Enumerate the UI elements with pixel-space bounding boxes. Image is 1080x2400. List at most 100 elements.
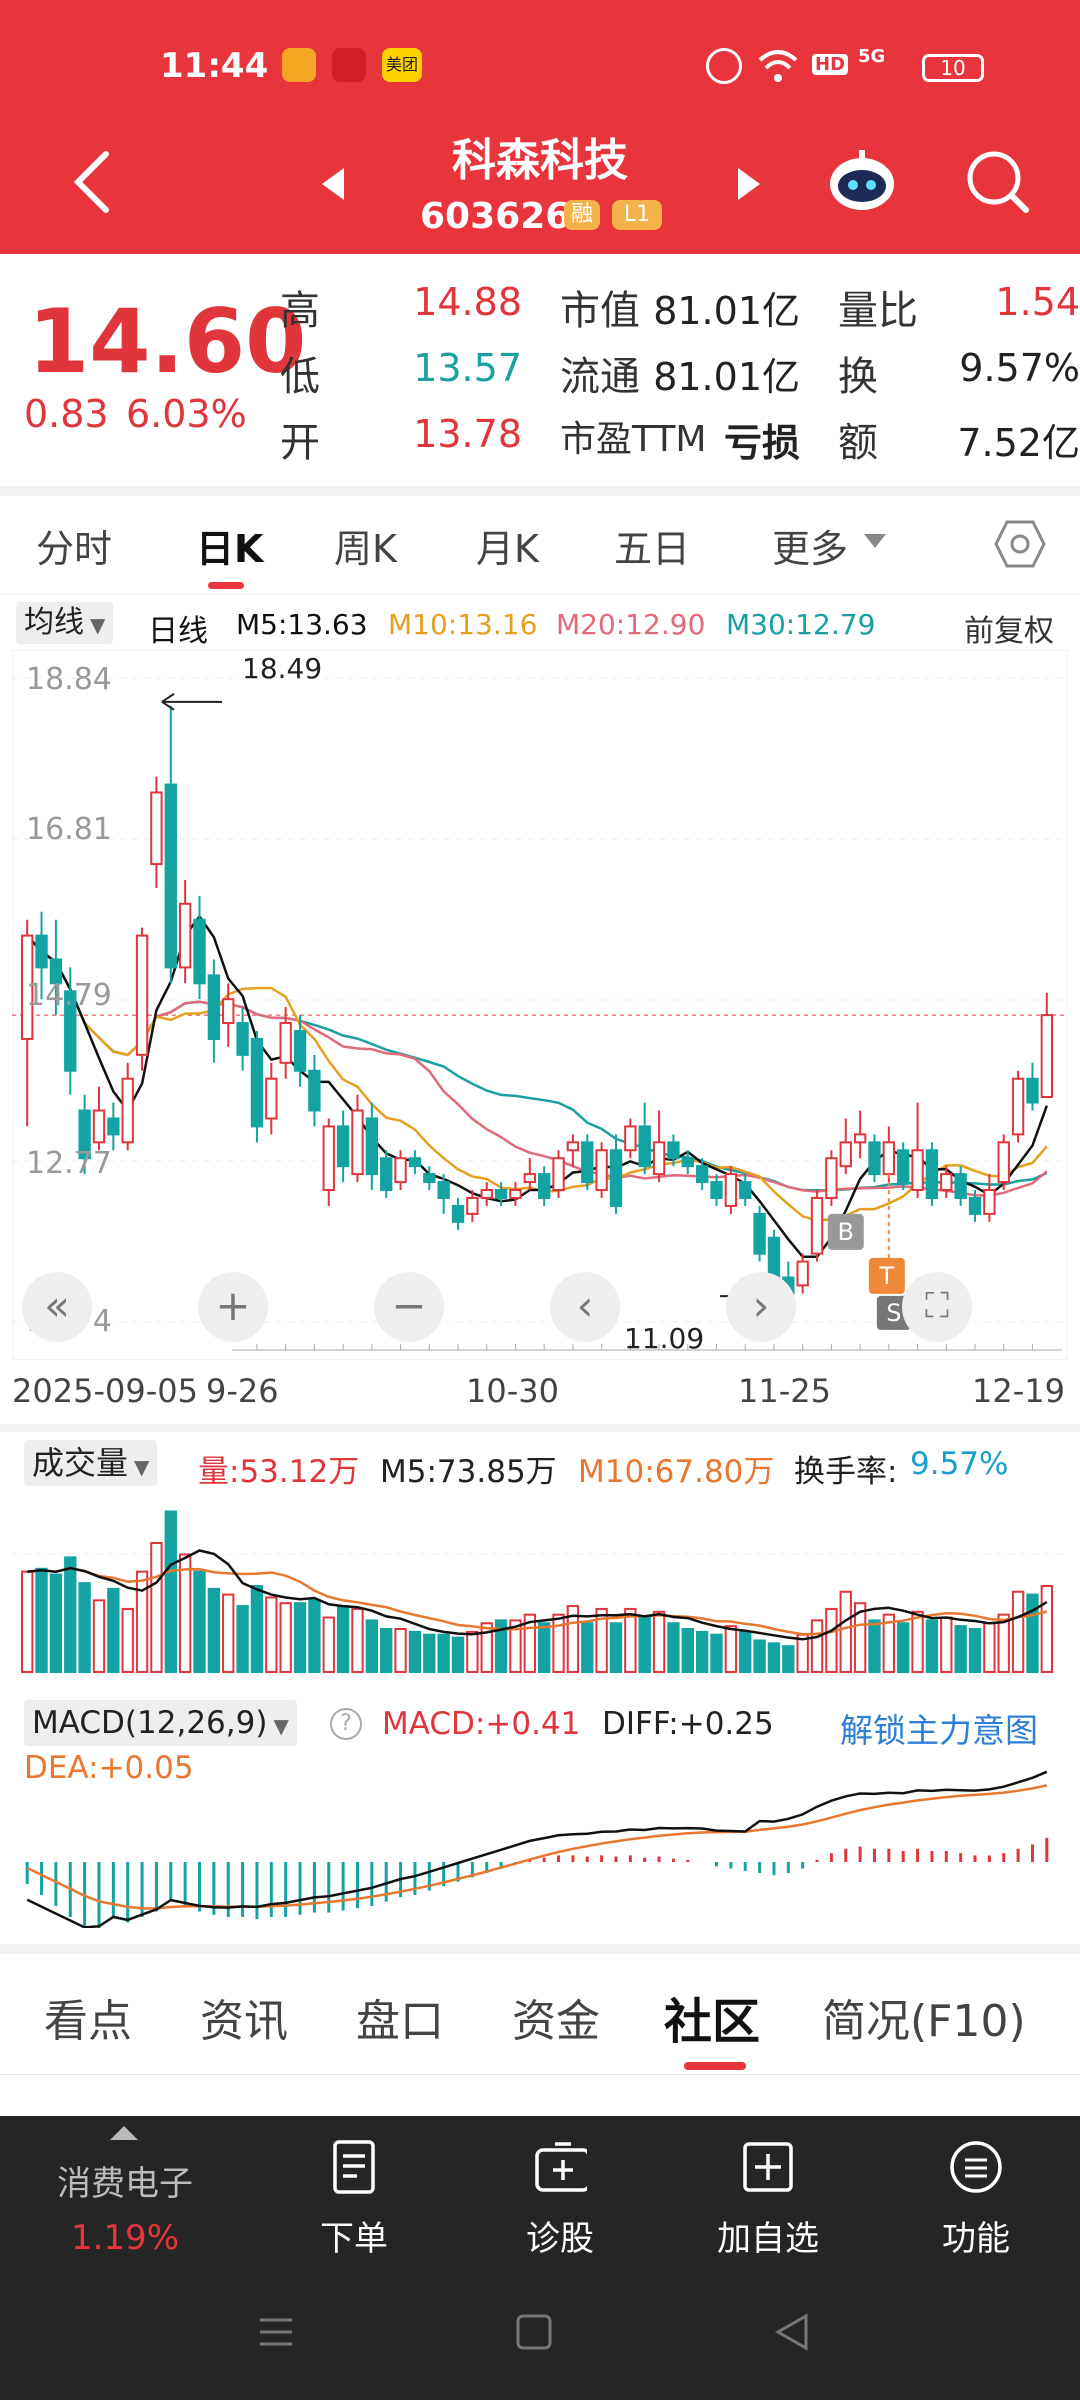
- dea-legend: DEA:+0.05: [24, 1750, 194, 1786]
- menu-icon: [950, 2141, 1002, 2193]
- pe-label: 市盈TTM: [560, 419, 707, 460]
- volume-bar: [394, 1628, 407, 1673]
- volume-bar: [423, 1633, 436, 1674]
- candle: [954, 1166, 967, 1206]
- macd-selector[interactable]: MACD(12,26,9) ▼: [24, 1700, 297, 1746]
- tab-news[interactable]: 资讯: [200, 1996, 288, 2047]
- next-stock-icon[interactable]: [734, 166, 764, 202]
- nav-label: 诊股: [526, 2219, 594, 2259]
- pan-right-button[interactable]: ›: [726, 1272, 796, 1342]
- nav-diagnose[interactable]: 诊股: [490, 2140, 630, 2260]
- system-back-icon[interactable]: [772, 2312, 812, 2352]
- tab-weekly-k[interactable]: 周K: [334, 527, 397, 571]
- volume-bar: [581, 1622, 594, 1673]
- volume-bar: [380, 1628, 393, 1673]
- search-icon[interactable]: [964, 148, 1030, 214]
- help-icon[interactable]: ?: [330, 1708, 362, 1740]
- volume-bar: [868, 1619, 881, 1673]
- open-value: 13.78: [413, 412, 522, 456]
- volume-bar: [121, 1607, 134, 1673]
- candle: [710, 1174, 723, 1206]
- pan-left-button[interactable]: ‹: [550, 1272, 620, 1342]
- volume-bar: [64, 1556, 77, 1673]
- candle: [178, 879, 192, 984]
- candle: [64, 967, 77, 1095]
- tab-capital[interactable]: 资金: [512, 1996, 600, 2047]
- candle: [322, 1118, 335, 1206]
- price-adjust-toggle[interactable]: 前复权: [964, 614, 1054, 649]
- system-menu-icon[interactable]: [256, 2312, 296, 2352]
- system-home-icon[interactable]: [514, 2312, 554, 2352]
- nav-functions[interactable]: 功能: [906, 2140, 1046, 2260]
- zoom-out-button[interactable]: −: [374, 1272, 444, 1342]
- volume-bar: [336, 1605, 350, 1673]
- tab-monthly-k[interactable]: 月K: [476, 527, 539, 571]
- tab-community[interactable]: 社区: [664, 1994, 761, 2050]
- volume-chart[interactable]: [12, 1494, 1068, 1676]
- zoom-in-button[interactable]: +: [198, 1272, 268, 1342]
- candle: [451, 1197, 465, 1230]
- fullscreen-button[interactable]: ⛶: [902, 1272, 972, 1342]
- volume-bar: [480, 1622, 493, 1673]
- candle: [925, 1142, 939, 1206]
- volume-bar: [293, 1602, 307, 1673]
- volume-bar: [1011, 1590, 1025, 1673]
- chevron-down-icon: ▼: [90, 613, 106, 637]
- tab-intraday[interactable]: 分时: [36, 527, 113, 571]
- amount-label: 额: [838, 420, 878, 466]
- volume-bar: [925, 1619, 939, 1673]
- candle: [667, 1134, 680, 1167]
- nav-place-order[interactable]: 下单: [284, 2140, 424, 2260]
- candle: [222, 983, 235, 1047]
- volume-bar: [882, 1613, 896, 1673]
- candle: [624, 1118, 637, 1159]
- tab-profile-f10[interactable]: 简况(F10): [822, 1996, 1026, 2047]
- candlestick-chart[interactable]: BTS: [12, 650, 1068, 1360]
- divider: [0, 2074, 1080, 2075]
- y-tick-label: 12.77: [26, 1146, 112, 1181]
- candle: [437, 1174, 450, 1214]
- tab-daily-k[interactable]: 日K: [196, 527, 264, 571]
- volume-bar: [92, 1599, 106, 1673]
- low-annotation: 11.09: [624, 1322, 705, 1355]
- prev-stock-icon[interactable]: [318, 166, 348, 202]
- unlock-main-force-link[interactable]: 解锁主力意图: [840, 1711, 1038, 1750]
- chevron-down-icon[interactable]: [864, 534, 886, 550]
- candle: [423, 1166, 436, 1191]
- chevron-up-icon[interactable]: [110, 2124, 138, 2142]
- volume-selector[interactable]: 成交量 ▼: [24, 1440, 158, 1486]
- wifi-icon: [758, 50, 798, 82]
- volume-bar: [207, 1587, 221, 1673]
- sector-name[interactable]: 消费电子: [57, 2164, 193, 2204]
- volume-bar: [667, 1622, 680, 1673]
- indicator-selector[interactable]: 均线 ▼: [16, 602, 114, 644]
- volume-bar: [150, 1542, 163, 1673]
- candle: [810, 1190, 824, 1262]
- tab-order-book[interactable]: 盘口: [356, 1996, 444, 2047]
- alarm-icon: [706, 48, 742, 84]
- tab-five-day[interactable]: 五日: [614, 527, 691, 571]
- candle: [480, 1182, 493, 1206]
- float-cap-label: 流通: [560, 354, 640, 400]
- high-arrow: [161, 692, 222, 711]
- back-arrow-icon[interactable]: [70, 150, 120, 214]
- robot-assistant-icon[interactable]: [826, 148, 898, 210]
- tab-highlights[interactable]: 看点: [44, 1996, 132, 2047]
- candle: [853, 1110, 867, 1159]
- nav-add-watchlist[interactable]: 加自选: [698, 2140, 838, 2260]
- stock-notification-icon: [332, 48, 366, 82]
- volume-title: 成交量: [32, 1444, 129, 1482]
- dea-line: [26, 1784, 1048, 1910]
- candle: [581, 1134, 594, 1191]
- nav-label: 功能: [942, 2219, 1010, 2259]
- high-value: 14.88: [413, 280, 522, 324]
- macd-chart[interactable]: [12, 1750, 1068, 1928]
- volume-bar: [279, 1602, 292, 1673]
- volume-bar: [638, 1616, 651, 1673]
- hd-icon: HD: [812, 54, 849, 75]
- zoom-out-far-button[interactable]: «: [22, 1272, 92, 1342]
- tab-more[interactable]: 更多: [772, 527, 849, 571]
- ma20-legend: M20:12.90: [556, 608, 706, 641]
- candle: [336, 1110, 350, 1183]
- settings-hexagon-icon[interactable]: [994, 518, 1046, 570]
